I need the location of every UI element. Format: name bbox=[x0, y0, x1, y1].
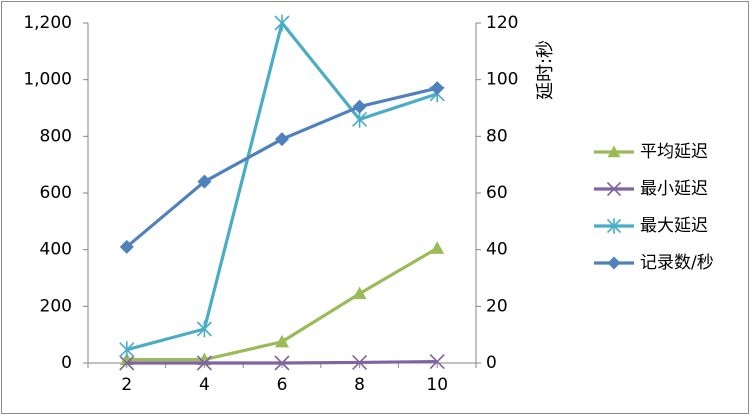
legend-marker bbox=[606, 181, 622, 197]
x-tick-label: 10 bbox=[426, 375, 448, 395]
series-x-point bbox=[352, 354, 368, 370]
y-left-tick-label: 800 bbox=[40, 126, 72, 146]
series-star-line bbox=[126, 21, 438, 352]
legend-item: 平均延迟 bbox=[594, 142, 708, 162]
series-x-point bbox=[196, 355, 212, 371]
series-triangle-point bbox=[352, 286, 367, 300]
series-triangle-point bbox=[275, 334, 289, 348]
series-layer bbox=[119, 14, 445, 371]
series-star bbox=[119, 14, 445, 359]
y-right-tick-label: 60 bbox=[486, 183, 508, 203]
y-right-tick-label: 120 bbox=[486, 13, 518, 33]
series-diamond-point bbox=[352, 99, 367, 114]
series-diamond-point bbox=[197, 174, 212, 189]
y-left-tick-label: 1,000 bbox=[23, 70, 72, 90]
legend-marker bbox=[607, 145, 621, 158]
y-right-tick-label: 40 bbox=[486, 240, 508, 260]
legend-marker bbox=[606, 218, 622, 234]
x-tick-label: 6 bbox=[277, 375, 288, 395]
series-star-point bbox=[119, 341, 135, 359]
legend-marker bbox=[607, 256, 621, 270]
series-diamond-point bbox=[119, 239, 134, 254]
y-left-tick-label: 400 bbox=[40, 240, 72, 260]
y-right-tick-label: 80 bbox=[486, 126, 508, 146]
y-right-tick-label: 20 bbox=[486, 296, 508, 316]
x-tick-label: 8 bbox=[354, 375, 365, 395]
series-x-point bbox=[119, 355, 135, 371]
series-triangle-point bbox=[430, 241, 445, 254]
x-tick-label: 2 bbox=[121, 375, 132, 395]
legend-item: 最小延迟 bbox=[594, 179, 708, 199]
series-star-point bbox=[352, 110, 368, 128]
y-left-tick-label: 200 bbox=[40, 296, 72, 316]
y-left-tick-label: 600 bbox=[40, 183, 72, 203]
series-diamond bbox=[119, 81, 445, 254]
series-x-point bbox=[274, 355, 290, 371]
chart-axes bbox=[87, 23, 477, 364]
legend-item: 记录数/秒 bbox=[594, 253, 714, 273]
series-diamond-line bbox=[125, 86, 438, 249]
y-left-tick-label: 0 bbox=[61, 353, 72, 373]
series-x-point bbox=[429, 354, 445, 370]
series-star-point bbox=[196, 320, 212, 338]
legend-label: 记录数/秒 bbox=[640, 253, 714, 273]
y-right-tick-label: 0 bbox=[486, 353, 497, 373]
series-triangle bbox=[119, 241, 445, 366]
series-diamond-point bbox=[430, 81, 445, 96]
series-star-point bbox=[274, 14, 290, 32]
y-axis-right-title: 延时:秒 bbox=[535, 40, 556, 100]
series-diamond-point bbox=[275, 132, 289, 147]
legend-label: 最大延迟 bbox=[640, 216, 708, 236]
legend-label: 平均延迟 bbox=[640, 142, 708, 162]
x-tick-label: 4 bbox=[199, 375, 210, 395]
y-right-tick-label: 100 bbox=[486, 70, 518, 90]
series-x bbox=[119, 354, 445, 371]
y-left-tick-label: 1,200 bbox=[23, 13, 72, 33]
axis-ticks: 0 200 400 600 800 1,000 1,200 0 20 40 60 80 100 120 2 4… bbox=[23, 13, 518, 395]
legend-item: 最大延迟 bbox=[594, 216, 708, 236]
legend-label: 最小延迟 bbox=[640, 179, 708, 199]
